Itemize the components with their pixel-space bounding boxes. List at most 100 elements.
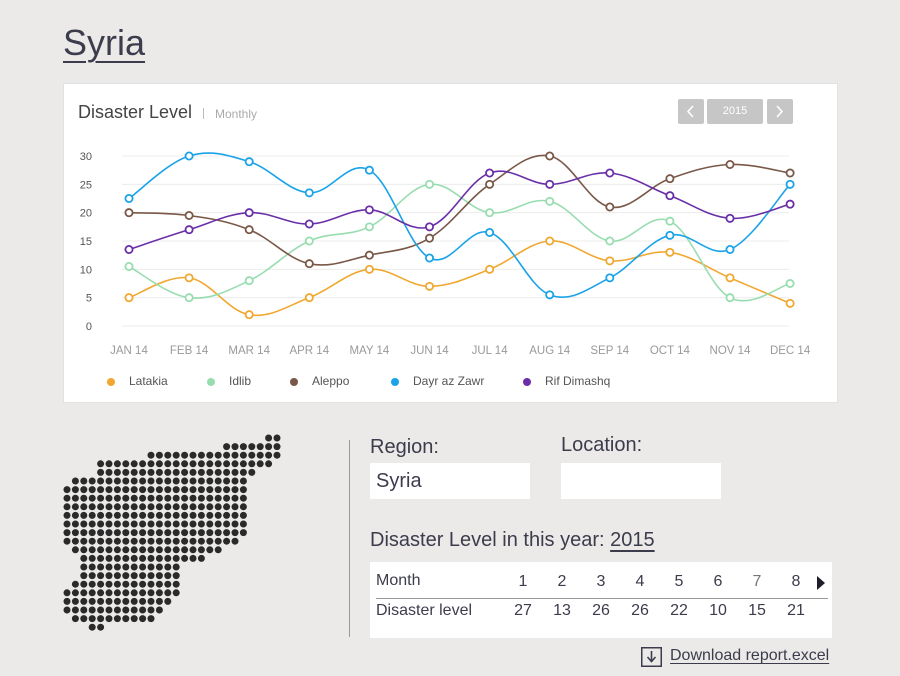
data-point: [725, 160, 735, 170]
page-title[interactable]: Syria: [63, 22, 146, 63]
map-dot: [206, 511, 214, 519]
map-dot: [105, 486, 113, 494]
map-dot: [206, 537, 214, 545]
map-dot: [206, 494, 214, 502]
map-dot: [88, 503, 96, 511]
map-dot: [239, 511, 247, 519]
map-dot: [80, 546, 88, 554]
disaster-year-link[interactable]: 2015: [610, 529, 655, 551]
map-dot: [130, 503, 138, 511]
map-dot: [139, 529, 147, 537]
map-dot: [214, 503, 222, 511]
map-dot: [97, 468, 105, 476]
map-dot: [105, 537, 113, 545]
map-dot: [130, 563, 138, 571]
map-dot: [122, 589, 130, 597]
map-dot: [147, 537, 155, 545]
map-dot: [239, 451, 247, 459]
map-dot: [172, 520, 180, 528]
map-dot: [122, 537, 130, 545]
x-tick-label: APR 14: [289, 345, 329, 357]
month-cell: 3: [596, 573, 606, 590]
prev-year-button[interactable]: [678, 99, 704, 124]
map-dot: [139, 468, 147, 476]
map-dot: [113, 503, 121, 511]
map-dot: [63, 511, 71, 519]
map-dot: [97, 503, 105, 511]
map-dot: [172, 554, 180, 562]
region-field[interactable]: [370, 463, 530, 499]
map-dot: [97, 537, 105, 545]
map-dot: [105, 494, 113, 502]
map-dot: [189, 529, 197, 537]
map-dot: [97, 477, 105, 485]
title-separator: [203, 108, 204, 119]
map-dot: [113, 511, 121, 519]
map-dot: [80, 477, 88, 485]
map-dot: [155, 529, 163, 537]
map-dot: [172, 546, 180, 554]
map-dot: [206, 529, 214, 537]
map-dot: [197, 520, 205, 528]
map-dot: [197, 477, 205, 485]
data-point: [244, 157, 254, 167]
map-dot: [88, 589, 96, 597]
month-cell: 8: [791, 573, 801, 590]
data-point: [785, 199, 795, 209]
map-dot: [231, 503, 239, 511]
map-dot: [223, 477, 231, 485]
legend-swatch: [107, 378, 115, 386]
location-field[interactable]: [561, 463, 721, 499]
legend-swatch: [523, 378, 531, 386]
map-dot: [71, 537, 79, 545]
map-dot: [256, 460, 264, 468]
map-dot: [239, 477, 247, 485]
map-dot: [122, 546, 130, 554]
map-dot: [155, 546, 163, 554]
map-dot: [80, 503, 88, 511]
map-dot: [105, 563, 113, 571]
download-icon: [641, 647, 662, 667]
map-dot: [197, 486, 205, 494]
chart-card: 0 5 10 15 20 25 30 JAN 14 FEB 14 MAR 14 APR 14 MAY …: [63, 83, 838, 403]
map-dot: [113, 486, 121, 494]
map-dot: [155, 520, 163, 528]
map-dot: [155, 511, 163, 519]
map-dot: [164, 537, 172, 545]
map-dot: [197, 503, 205, 511]
map-dot: [214, 494, 222, 502]
map-dot: [139, 511, 147, 519]
map-dot: [139, 494, 147, 502]
map-dot: [273, 434, 281, 442]
data-point: [605, 236, 615, 246]
map-dot: [223, 460, 231, 468]
map-dot: [197, 529, 205, 537]
map-dot: [113, 606, 121, 614]
data-point: [665, 191, 675, 201]
map-dot: [63, 503, 71, 511]
x-tick-label: JAN 14: [110, 345, 148, 357]
map-dot: [88, 511, 96, 519]
map-dot: [122, 486, 130, 494]
map-dot: [147, 615, 155, 623]
data-point: [545, 236, 555, 246]
next-year-button[interactable]: [767, 99, 793, 124]
triangle-right-icon[interactable]: [816, 575, 826, 591]
disaster-level-heading: Disaster Level in this year: 2015: [370, 529, 655, 552]
map-dot: [88, 529, 96, 537]
map-dot: [139, 606, 147, 614]
map-dot: [122, 554, 130, 562]
map-dot: [63, 589, 71, 597]
map-dot: [122, 563, 130, 571]
x-tick-label: JUL 14: [472, 345, 509, 357]
map-dot: [155, 606, 163, 614]
map-dot: [189, 468, 197, 476]
y-tick-label: 15: [80, 236, 92, 248]
map-dot: [139, 615, 147, 623]
data-point: [665, 230, 675, 240]
map-dot: [155, 580, 163, 588]
map-dot: [139, 589, 147, 597]
syria-dot-map: [63, 434, 281, 631]
map-dot: [214, 511, 222, 519]
map-dot: [139, 546, 147, 554]
